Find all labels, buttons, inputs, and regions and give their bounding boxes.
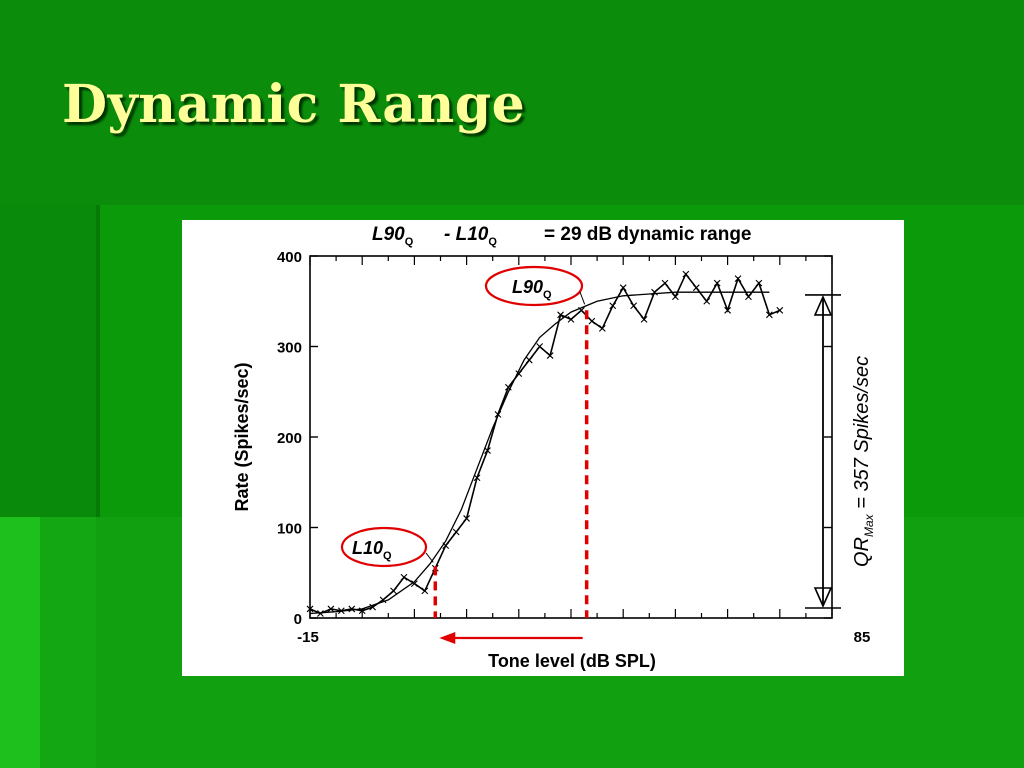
data-point [473,474,481,482]
plot-border [309,255,833,619]
y-tick-label: 100 [277,521,302,538]
y-tick-label: 0 [294,611,302,628]
data-point [452,528,460,536]
title-band [0,0,1024,205]
chart-figure: L90Q - L10Q = 29 dB dynamic range Tone leve… [182,220,904,676]
annotation-layer: L10Q L90Q QRMax = 357 Spikes/sec [340,265,876,644]
qr-arrow-bottom [813,587,833,608]
x-tick-label: 85 [854,629,871,646]
tick-layer: 0 100 200 300 400 -15 85 [277,249,870,646]
data-point [661,279,669,287]
data-point [755,279,763,287]
data-point [306,605,314,613]
y-tick-label: 400 [277,249,302,266]
l90-callout-label: L90Q [512,277,552,301]
data-point [692,284,700,292]
range-arrow-head [439,632,456,644]
x-tick-label: -15 [297,629,319,646]
data-point [765,311,773,319]
data-point [672,293,679,301]
data-point [703,297,711,305]
data-point [327,605,335,613]
l10-callout-label: L10Q [352,538,392,562]
data-point [411,580,418,587]
x-axis-label: Tone level (dB SPL) [488,651,656,671]
l90-callout-leader [579,291,586,305]
data-point [557,311,564,319]
background-panel-lower-mid [40,517,96,768]
l10-callout-leader [425,552,434,563]
y-axis-label: Rate (Spikes/sec) [232,362,252,511]
data-point [421,587,429,595]
slide-title: Dynamic Range [62,74,526,135]
l10-callout-ellipse [340,526,428,568]
data-point [724,306,731,314]
data-point [640,315,648,323]
data-point [734,275,742,283]
data-point [536,343,544,350]
data-point [682,270,690,278]
data-point [390,587,397,595]
chart-title: L90Q - L10Q = 29 dB dynamic range [372,224,752,248]
y-tick-label: 300 [277,340,302,357]
qr-arrow-top [813,294,833,316]
measured-series-line [309,272,781,615]
data-point [348,605,356,613]
dynamic-range-chart: L90Q - L10Q = 29 dB dynamic range Tone leve… [232,224,876,671]
data-point [745,293,752,301]
data-point [619,284,627,292]
chart-title-part: = 29 dB dynamic range [544,224,752,245]
y-tick-label: 200 [277,430,302,447]
data-point [630,302,638,310]
data-point [713,279,721,287]
data-point [588,317,596,325]
fit-series-line [309,291,770,615]
data-point [567,315,575,323]
data-point [525,356,533,364]
background-panel-lower-left [0,517,40,768]
data-point [463,515,470,522]
data-point [484,447,491,454]
data-point [317,610,324,617]
qr-max-label: QRMax = 357 Spikes/sec [851,356,876,567]
chart-title-part: L90Q [372,224,414,248]
chart-title-part: - L10Q [444,224,497,248]
data-point [546,352,554,359]
data-point [400,573,408,581]
data-point [776,306,784,314]
l90-callout-ellipse [484,265,584,307]
data-point [598,325,606,332]
series-layer [306,270,784,617]
data-point [609,302,617,310]
